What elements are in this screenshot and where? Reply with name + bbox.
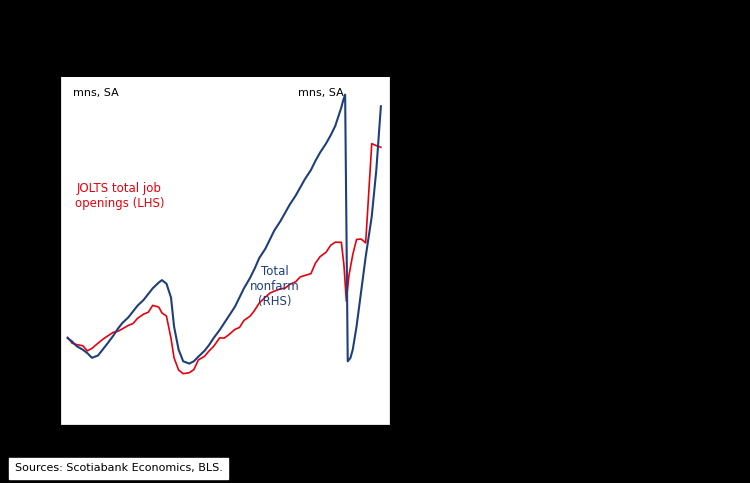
- Text: mns, SA: mns, SA: [298, 88, 344, 98]
- Text: Sources: Scotiabank Economics, BLS.: Sources: Scotiabank Economics, BLS.: [15, 463, 223, 473]
- Text: JOLTS total job
openings (LHS): JOLTS total job openings (LHS): [75, 182, 164, 210]
- Text: mns, SA: mns, SA: [74, 88, 119, 98]
- Text: Total
nonfarm
(RHS): Total nonfarm (RHS): [250, 265, 299, 308]
- Text: Nonfarm vs JOLTS Openings: Nonfarm vs JOLTS Openings: [20, 54, 258, 69]
